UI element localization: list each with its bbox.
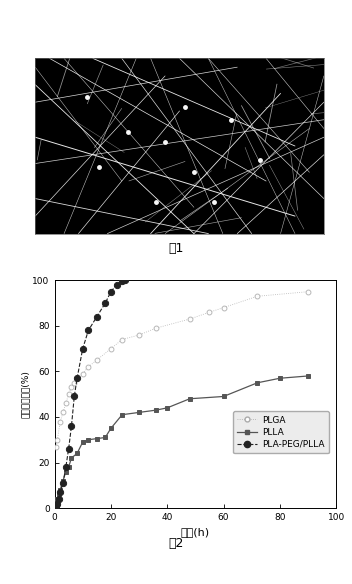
Legend: PLGA, PLLA, PLA-PEG/PLLA: PLGA, PLLA, PLA-PEG/PLLA: [233, 411, 329, 453]
Y-axis label: 药物释放浓度(%): 药物释放浓度(%): [21, 370, 30, 418]
Text: 图2: 图2: [168, 537, 184, 550]
X-axis label: 时间(h): 时间(h): [181, 527, 210, 537]
Text: 图1: 图1: [168, 242, 184, 255]
